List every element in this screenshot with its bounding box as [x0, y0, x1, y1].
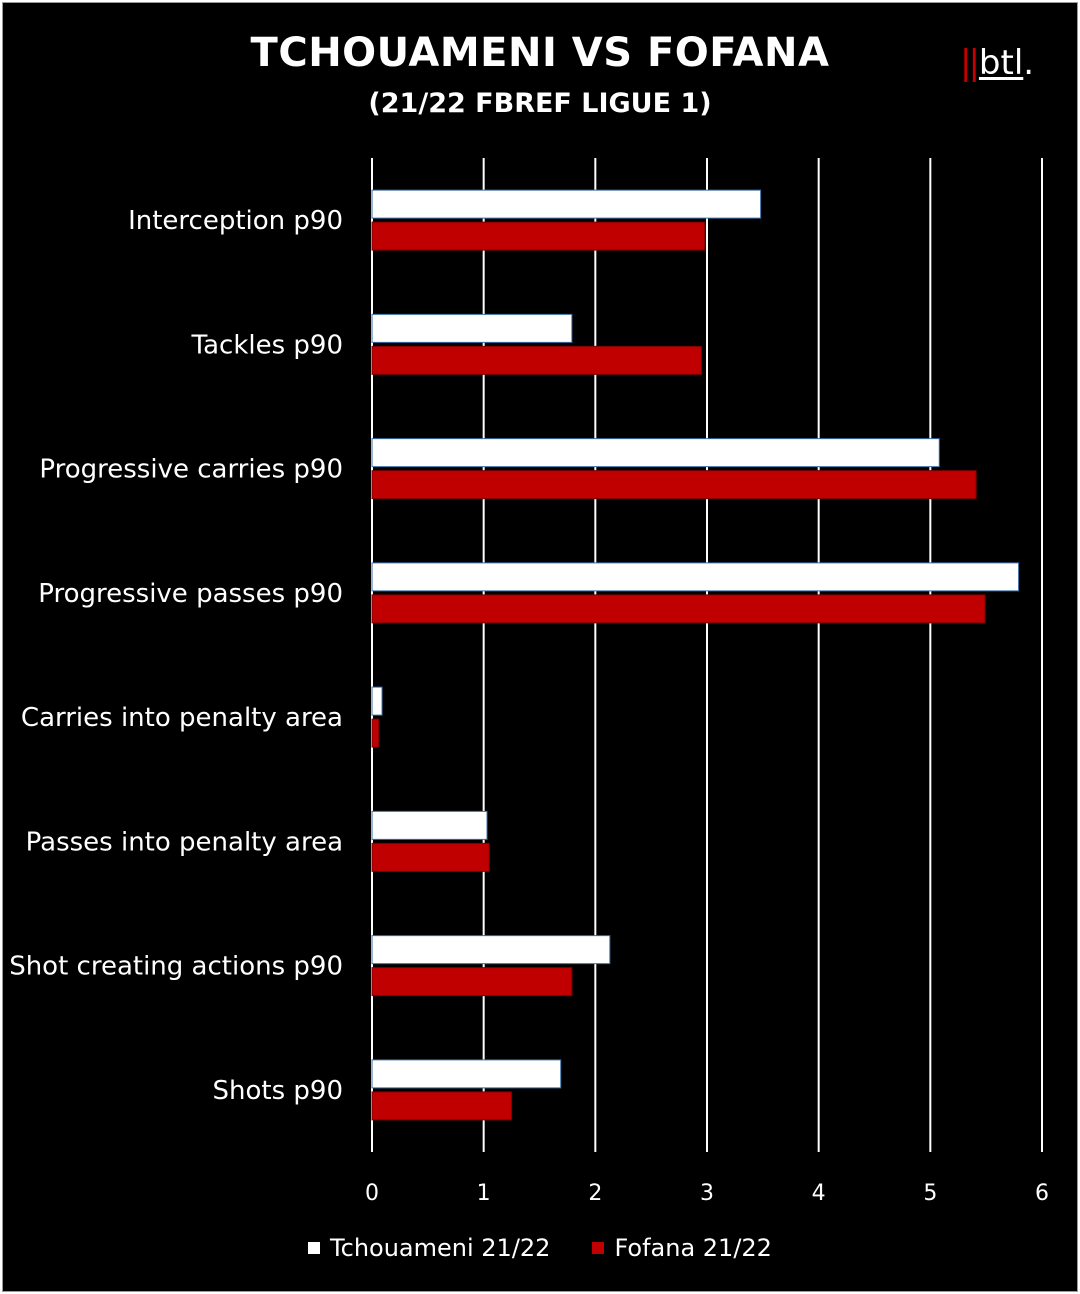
- bar-fofana: [371, 221, 706, 251]
- bar-fofana: [371, 345, 702, 375]
- x-tick-label: 4: [812, 1181, 826, 1206]
- bar-tchouameni: [371, 686, 383, 716]
- bar-tchouameni: [371, 313, 573, 343]
- chart-subtitle: (21/22 FBREF LIGUE 1): [368, 88, 712, 119]
- legend-swatch: [308, 1242, 321, 1254]
- x-tick-label: 6: [1035, 1181, 1049, 1206]
- category-label: Progressive passes p90: [38, 579, 343, 609]
- bar-fofana: [371, 1091, 513, 1121]
- chart-title: TCHOUAMENI VS FOFANA: [250, 30, 830, 76]
- bar-fofana: [371, 470, 977, 500]
- logo-dot: .: [1023, 43, 1035, 83]
- category-label: Passes into penalty area: [26, 827, 343, 857]
- bar-fofana: [371, 842, 490, 872]
- x-tick-label: 1: [477, 1181, 491, 1206]
- x-tick-label: 3: [700, 1181, 714, 1206]
- logo-bars: ||: [960, 43, 980, 83]
- category-label: Shots p90: [213, 1076, 343, 1106]
- category-label: Shot creating actions p90: [9, 952, 343, 982]
- logo-text: btl: [978, 43, 1024, 83]
- x-tick-label: 0: [365, 1181, 379, 1206]
- bar-tchouameni: [371, 562, 1020, 592]
- bar-tchouameni: [371, 935, 611, 965]
- bar-fofana: [371, 967, 573, 997]
- x-tick-label: 5: [923, 1181, 937, 1206]
- x-tick-label: 2: [588, 1181, 602, 1206]
- legend-item: Fofana 21/22: [592, 1234, 772, 1262]
- category-label: Interception p90: [128, 206, 343, 236]
- legend-label: Fofana 21/22: [614, 1234, 772, 1262]
- legend-item: Tchouameni 21/22: [308, 1234, 550, 1262]
- category-label: Carries into penalty area: [21, 703, 343, 733]
- legend: Tchouameni 21/22 Fofana 21/22: [0, 1234, 1080, 1262]
- bar-tchouameni: [371, 1059, 562, 1089]
- bar-fofana: [371, 594, 986, 624]
- bar-tchouameni: [371, 810, 488, 840]
- category-label: Progressive carries p90: [39, 455, 343, 485]
- btl-logo: ||btl.: [960, 46, 1034, 80]
- category-label: Tackles p90: [191, 330, 343, 360]
- bar-tchouameni: [371, 438, 940, 468]
- legend-label: Tchouameni 21/22: [330, 1234, 551, 1262]
- bar-tchouameni: [371, 189, 762, 219]
- legend-swatch: [592, 1242, 605, 1254]
- bar-fofana: [371, 718, 380, 748]
